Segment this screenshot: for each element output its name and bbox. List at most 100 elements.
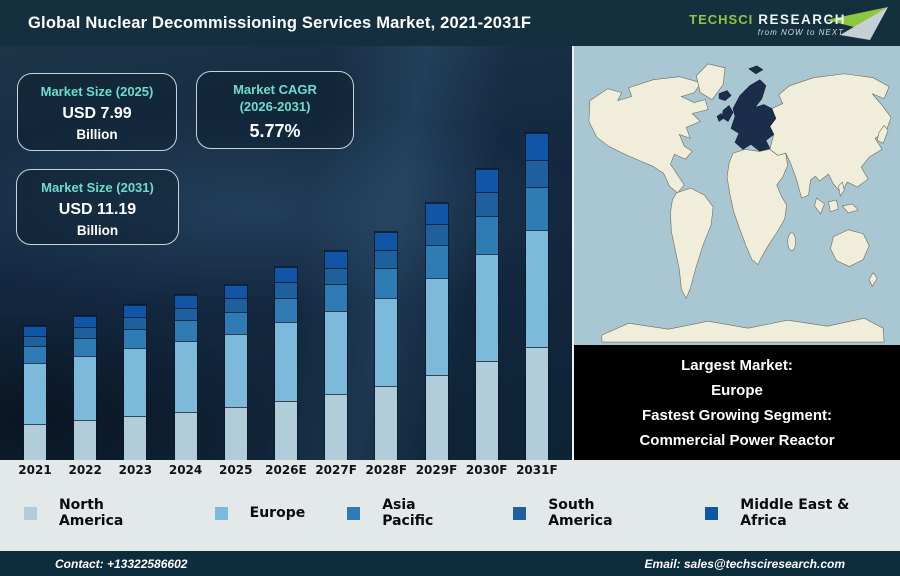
x-axis-label-2024: 2024 [168, 463, 203, 477]
bar-segment-south-america [74, 326, 97, 338]
legend-label-europe: Europe [249, 505, 306, 521]
bar-segment-europe [124, 348, 147, 416]
legend-label-asia-pacific: Asia Pacific [382, 497, 434, 529]
bar-segment-europe [74, 355, 97, 420]
logo-brand-primary: TechSci [689, 11, 754, 27]
bar-segment-asia-pacific [475, 215, 498, 254]
bar-segment-middle-east-africa [425, 202, 448, 224]
x-axis-label-2025: 2025 [219, 463, 253, 477]
map-sumatra [814, 197, 825, 215]
highlight-box: Largest Market: Europe Fastest Growing S… [574, 345, 900, 460]
bar-segment-asia-pacific [425, 244, 448, 278]
bar-column-2030F [462, 168, 512, 460]
bar-segment-middle-east-africa [475, 168, 498, 193]
bar-segment-middle-east-africa [224, 284, 247, 299]
info-box-market-cagr: Market CAGR (2026-2031) 5.77% [196, 71, 354, 149]
bar-segment-middle-east-africa [174, 294, 197, 308]
legend-swatch-north-america [24, 506, 37, 520]
map-borneo [828, 199, 839, 213]
legend-item-asia-pacific: Asia Pacific [347, 497, 471, 529]
world-map [574, 46, 900, 345]
x-axis-label-2022: 2022 [68, 463, 102, 477]
bar-segment-europe [475, 253, 498, 362]
bar-segment-north-america [124, 415, 147, 460]
legend-swatch-middle-east-africa [705, 506, 719, 520]
info-box-value: 5.77% [249, 121, 301, 141]
x-axis-label-2026E: 2026E [265, 463, 307, 477]
bar-segment-north-america [224, 407, 247, 460]
bar-segment-europe [224, 333, 247, 408]
legend-item-europe: Europe [214, 505, 306, 521]
bar-column-2024 [161, 294, 211, 460]
bar-column-2027F [311, 250, 361, 460]
right-panel: Largest Market: Europe Fastest Growing S… [572, 46, 900, 460]
bottom-strip: 2021 2022 2023 2024 2025 2026E 2027F 2028F 2029F… [0, 460, 900, 551]
stacked-bar-2027F [325, 250, 348, 460]
highlight-line: Fastest Growing Segment: [641, 406, 833, 424]
logo-text: TechSci Research from NOW to NEXT [689, 12, 846, 37]
bar-segment-europe [375, 297, 398, 387]
stacked-bar-2021 [24, 326, 46, 460]
bars [0, 60, 572, 460]
highlight-line: Commercial Power Reactor [639, 431, 835, 449]
bar-segment-europe [24, 362, 46, 424]
stacked-bar-2024 [174, 294, 197, 460]
bar-column-2029F [412, 202, 462, 460]
map-asia [769, 73, 892, 199]
x-axis-label-2030F: 2030F [465, 463, 508, 477]
info-box-unit: Billion [76, 127, 118, 142]
bar-segment-middle-east-africa [124, 304, 147, 317]
stacked-bar-2026E [274, 266, 297, 460]
x-axis-label-2027F: 2027F [315, 463, 357, 477]
map-philippines [838, 181, 845, 197]
logo-arrow-icon [826, 7, 888, 40]
info-box-title: Market Size (2025) [40, 84, 154, 99]
bar-segment-middle-east-africa [525, 133, 548, 161]
bar-segment-middle-east-africa [74, 316, 97, 327]
stacked-bar-2031F [525, 133, 548, 460]
legend-swatch-asia-pacific [347, 506, 361, 520]
x-axis-labels: 2021 2022 2023 2024 2025 2026E 2027F 2028F 2029F… [0, 463, 572, 477]
legend-item-north-america: North America [24, 497, 173, 529]
bar-segment-south-america [525, 160, 548, 188]
footer-email: Email: sales@techsciresearch.com [644, 556, 845, 571]
bar-segment-middle-east-africa [375, 231, 398, 250]
map-australia [830, 229, 870, 267]
bar-segment-south-america [124, 316, 147, 329]
bar-segment-north-america [24, 423, 46, 460]
x-axis-label-2021: 2021 [18, 463, 52, 477]
legend-swatch-europe [214, 506, 228, 520]
bar-column-2028F [361, 231, 411, 460]
logo-brand-secondary: Research [758, 11, 846, 27]
bar-segment-asia-pacific [74, 337, 97, 356]
map-north-america [588, 76, 709, 194]
bar-segment-south-america [325, 267, 348, 285]
bar-segment-asia-pacific [525, 187, 548, 230]
bar-column-2021 [10, 326, 60, 460]
x-axis-label-2023: 2023 [118, 463, 153, 477]
page-title: Global Nuclear Decommissioning Services … [28, 13, 532, 32]
bar-segment-south-america [375, 249, 398, 269]
bar-segment-asia-pacific [375, 268, 398, 298]
footer-contact: Contact: +13322586602 [55, 556, 188, 571]
bar-segment-north-america [174, 411, 197, 460]
map-antarctica [601, 317, 885, 343]
stacked-bar-2023 [124, 304, 147, 460]
legend-label-south-america: South America [548, 497, 613, 529]
bar-segment-asia-pacific [325, 284, 348, 311]
bar-segment-south-america [24, 336, 46, 347]
map-iceland [718, 90, 732, 101]
bar-segment-south-america [224, 298, 247, 312]
bar-segment-asia-pacific [274, 297, 297, 323]
bar-segment-asia-pacific [224, 311, 247, 334]
map-south-america [670, 187, 714, 300]
bar-segment-south-america [274, 282, 297, 298]
map-japan [876, 124, 889, 144]
stacked-bar-2025 [224, 284, 247, 460]
map-greenland [695, 63, 726, 100]
legend-item-south-america: South America [513, 497, 663, 529]
bar-segment-south-america [425, 223, 448, 245]
stacked-bar-2028F [375, 231, 398, 460]
bar-segment-north-america [74, 420, 97, 460]
chart-panel: Market Size (2025) USD 7.99 Billion Mark… [0, 46, 572, 460]
